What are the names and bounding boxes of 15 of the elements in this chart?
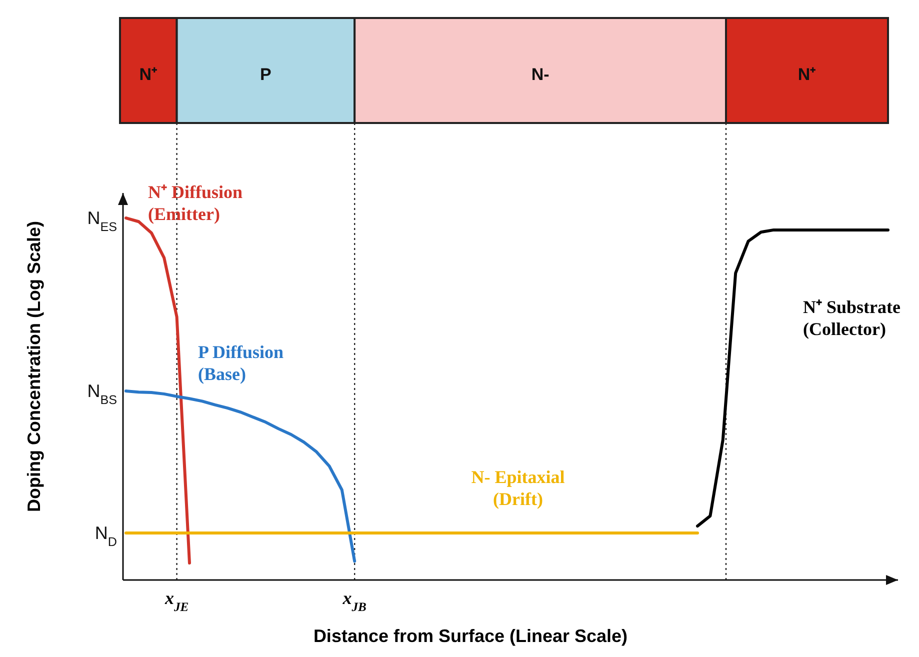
series-label: P Diffusion (Base) xyxy=(198,342,284,384)
text: N- xyxy=(531,65,550,84)
text: N⁺ xyxy=(798,65,816,84)
text: P xyxy=(260,65,272,84)
text: N⁺ Substrate (Collector) xyxy=(803,297,901,339)
text: N$_{BS}$ xyxy=(87,381,117,408)
series-label: N⁺ Diffusion (Emitter) xyxy=(148,182,243,224)
text: N$_{D}$ xyxy=(94,522,117,549)
x-axis-title: Distance from Surface (Linear Scale) xyxy=(313,626,628,646)
text: N$_{ES}$ xyxy=(87,208,117,234)
x-tick-label: x$_{JB}$ xyxy=(342,588,366,614)
y-axis-title: Doping Concentration (Log Scale) xyxy=(24,220,44,512)
x-tick-label: x$_{JE}$ xyxy=(164,588,189,614)
series-label: N- Epitaxial (Drift) xyxy=(471,467,565,509)
text: N⁺ xyxy=(139,65,158,84)
